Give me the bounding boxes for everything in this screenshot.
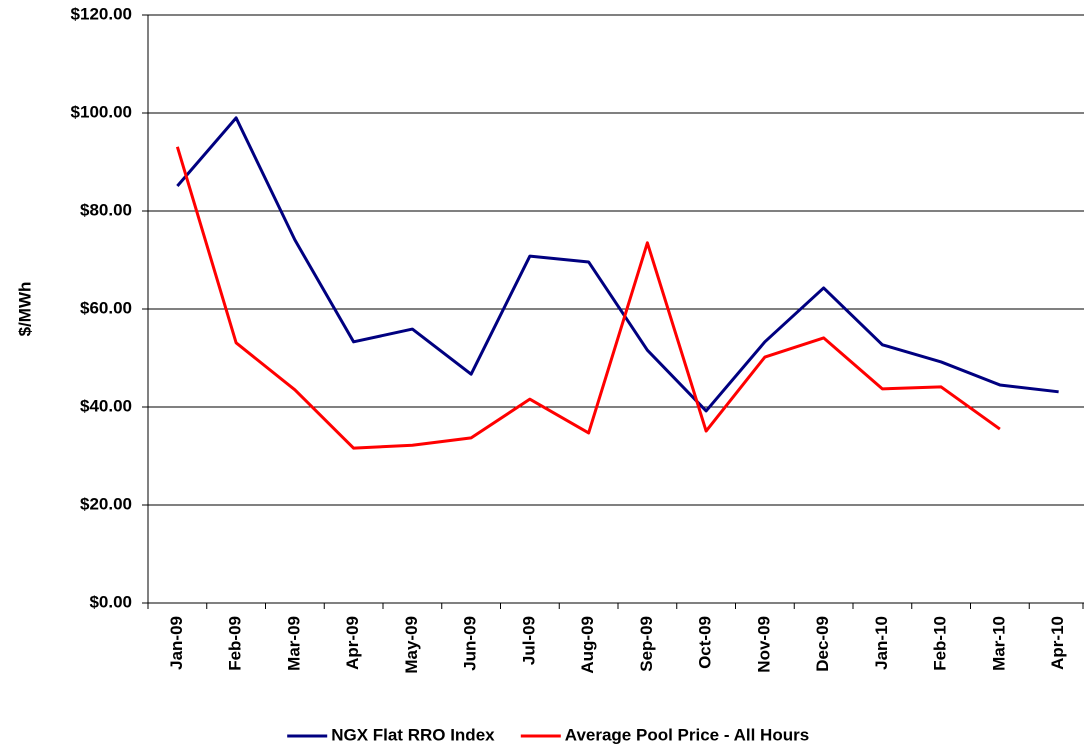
- y-tick-label: $100.00: [71, 102, 132, 121]
- x-tick-label: Aug-09: [578, 616, 597, 674]
- y-tick-label: $60.00: [80, 298, 132, 317]
- y-tick-label: $120.00: [71, 4, 132, 23]
- x-tick-label: Jan-09: [167, 616, 186, 670]
- x-tick-label: Mar-09: [284, 616, 303, 671]
- x-tick-label: Oct-09: [696, 616, 715, 669]
- y-axis-label: $/MWh: [15, 282, 34, 337]
- x-tick-label: Jul-09: [519, 616, 538, 665]
- x-tick-label: Apr-09: [343, 616, 362, 670]
- x-tick-label: Mar-10: [989, 616, 1008, 671]
- legend-label: NGX Flat RRO Index: [331, 725, 495, 744]
- x-tick-label: Sep-09: [637, 616, 656, 672]
- x-tick-label: Dec-09: [813, 616, 832, 672]
- x-tick-label: May-09: [402, 616, 421, 674]
- y-tick-label: $40.00: [80, 396, 132, 415]
- series-line: [176, 116, 1059, 413]
- x-tick-label: Jan-10: [872, 616, 891, 670]
- legend-label: Average Pool Price - All Hours: [565, 725, 809, 744]
- x-tick-label: Feb-09: [226, 616, 245, 671]
- x-tick-label: Feb-10: [931, 616, 950, 671]
- y-tick-label: $20.00: [80, 494, 132, 513]
- y-tick-label: $0.00: [89, 592, 132, 611]
- y-tick-label: $80.00: [80, 200, 132, 219]
- x-tick-label: Jun-09: [461, 616, 480, 671]
- x-tick-label: Nov-09: [754, 616, 773, 673]
- x-tick-label: Apr-10: [1048, 616, 1067, 670]
- series-line: [175, 146, 1001, 450]
